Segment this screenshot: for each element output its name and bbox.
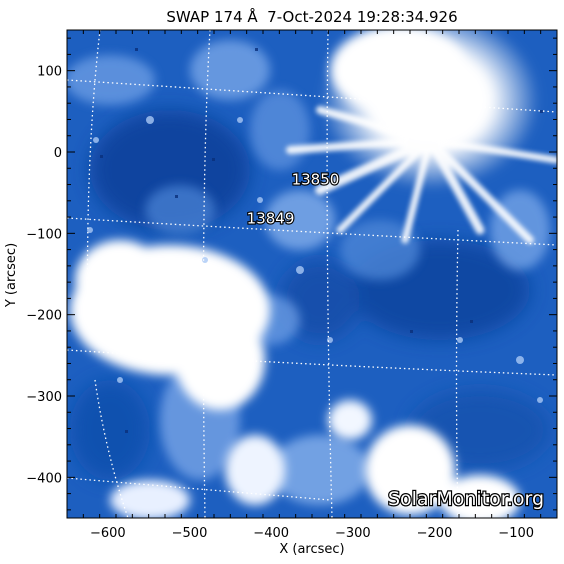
y-tick-label: 0 (54, 146, 62, 161)
x-tick-label: −600 (90, 526, 126, 541)
x-axis-label: X (arcsec) (279, 542, 344, 557)
y-axis-label: Y (arcsec) (4, 243, 19, 308)
active-region-label: 13849 (247, 210, 295, 228)
flare-spikes (286, 106, 557, 244)
heliographic-grid (67, 30, 557, 518)
dark-specks (100, 48, 543, 433)
x-tick-label: −300 (335, 526, 371, 541)
bright-specks (87, 116, 543, 403)
y-tick-label: −100 (26, 227, 62, 242)
y-tick-label: −200 (26, 309, 62, 324)
active-region-label: 13850 (292, 171, 340, 189)
x-tick-label: −100 (498, 526, 534, 541)
x-tick-label: −500 (172, 526, 208, 541)
y-tick-label: −300 (26, 390, 62, 405)
x-tick-labels: −600 −500 −400 −300 −200 −100 (90, 526, 534, 541)
euv-image (67, 30, 557, 518)
x-tick-label: −200 (417, 526, 453, 541)
y-tick-label: −400 (26, 471, 62, 486)
plot-title: SWAP 174 Å 7-Oct-2024 19:28:34.926 (166, 7, 457, 26)
x-tick-label: −400 (253, 526, 289, 541)
watermark: SolarMonitor.org (388, 488, 544, 510)
axis-ticks (66, 30, 558, 518)
y-tick-labels: 100 0 −100 −200 −300 −400 (26, 65, 62, 487)
y-tick-label: 100 (37, 65, 62, 80)
